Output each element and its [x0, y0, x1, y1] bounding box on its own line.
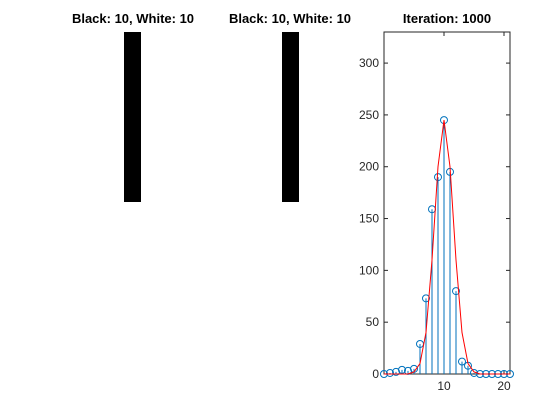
left-panel-title: Black: 10, White: 10	[72, 11, 194, 26]
x-tick-label: 20	[497, 379, 511, 393]
y-tick-label: 50	[366, 315, 380, 329]
fit-line	[384, 120, 510, 375]
stem-chart: Iteration: 1000 0 50 100 150 200 250 300 10 20	[359, 11, 514, 393]
stem-marker	[398, 365, 406, 374]
y-tick-label: 100	[359, 263, 379, 277]
y-tick-label: 250	[359, 108, 379, 122]
stem-marker	[386, 368, 394, 377]
stem-marker	[458, 357, 466, 366]
stem-marker	[452, 287, 460, 296]
x-tick-label: 10	[437, 379, 451, 393]
y-tick-label: 0	[372, 367, 379, 381]
middle-panel-black-bar	[282, 32, 299, 202]
y-tick-label: 200	[359, 160, 379, 174]
left-panel-black-bar	[124, 32, 141, 202]
stem-marker	[422, 294, 430, 303]
chart-title: Iteration: 1000	[403, 11, 491, 26]
middle-panel-title: Black: 10, White: 10	[229, 11, 351, 26]
chart-axes-box	[383, 31, 511, 375]
y-tick-label: 300	[359, 56, 379, 70]
y-tick-label: 150	[359, 212, 379, 226]
